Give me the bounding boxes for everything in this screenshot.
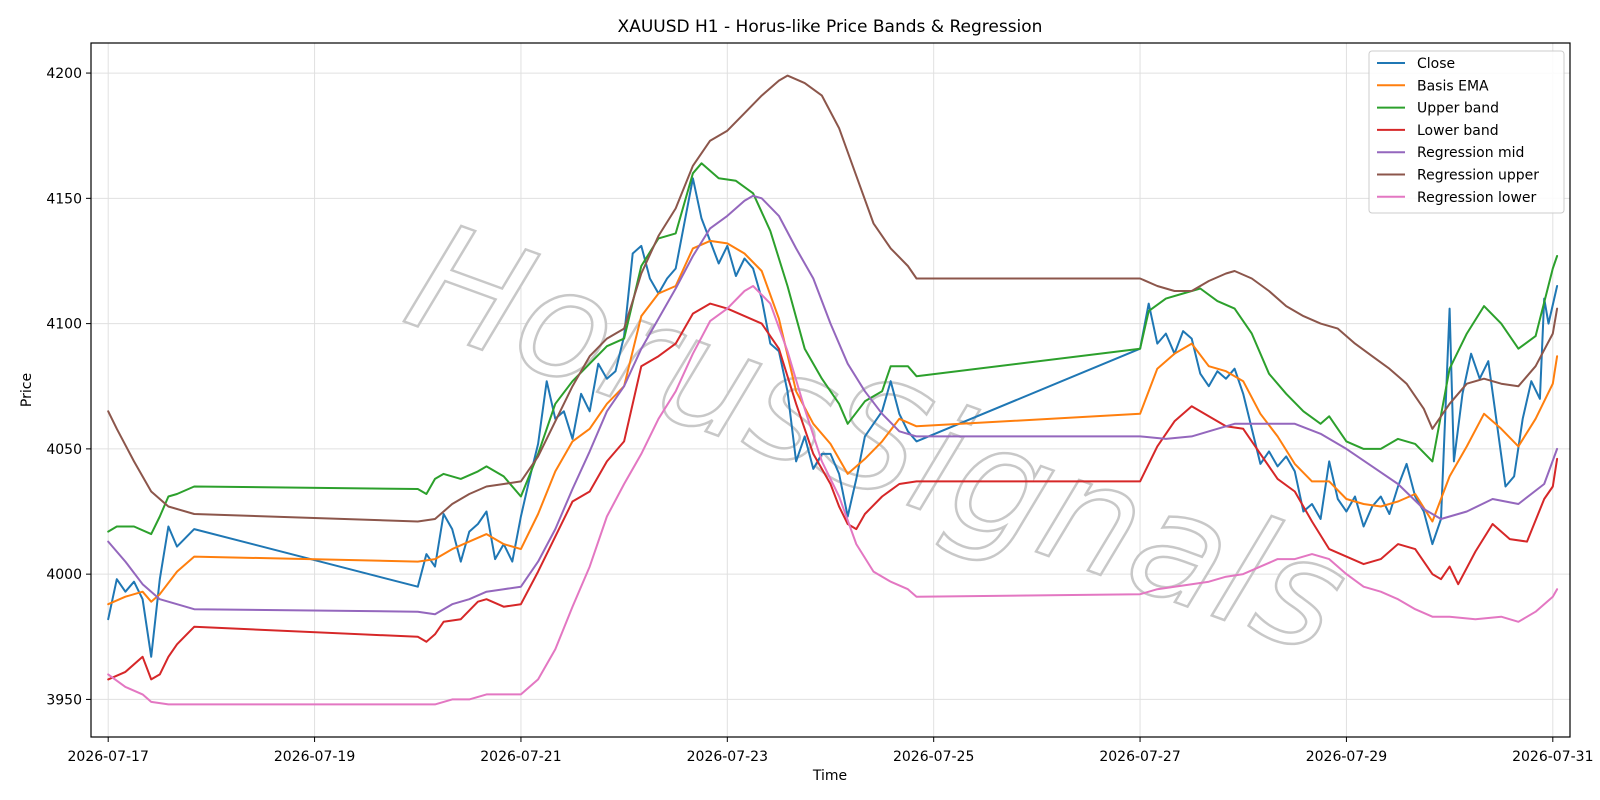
x-tick-label: 2026-07-21 bbox=[480, 749, 561, 765]
legend-label: Upper band bbox=[1417, 101, 1499, 117]
x-tick-label: 2026-07-25 bbox=[893, 749, 974, 765]
series-line-1 bbox=[107, 177, 1559, 658]
series-line-7 bbox=[107, 285, 1559, 706]
legend-label: Regression lower bbox=[1417, 190, 1537, 206]
series-line-3 bbox=[107, 162, 1559, 536]
y-tick-label: 4000 bbox=[46, 567, 82, 583]
legend-label: Basis EMA bbox=[1417, 78, 1489, 94]
series-line-5 bbox=[107, 194, 1559, 616]
y-tick-label: 4050 bbox=[46, 442, 82, 458]
grid bbox=[91, 43, 1570, 737]
x-tick-label: 2026-07-23 bbox=[687, 749, 768, 765]
legend-label: Lower band bbox=[1417, 123, 1499, 139]
y-tick-label: 4150 bbox=[46, 191, 82, 207]
x-tick-label: 2026-07-17 bbox=[68, 749, 149, 765]
y-tick-label: 3950 bbox=[46, 692, 82, 708]
chart-title: XAUUSD H1 - Horus-like Price Bands & Reg… bbox=[618, 17, 1043, 37]
series-line-6 bbox=[107, 74, 1559, 523]
legend-label: Regression upper bbox=[1417, 168, 1539, 184]
y-tick-label: 4200 bbox=[46, 66, 82, 82]
watermark: HorusSignals bbox=[386, 189, 1367, 690]
legend-box bbox=[1368, 50, 1565, 214]
x-tick-label: 2026-07-31 bbox=[1512, 749, 1593, 765]
series-line-2 bbox=[107, 239, 1559, 606]
x-axis: 2026-07-17 2026-07-19 2026-07-21 2026-07-23… bbox=[68, 737, 1593, 765]
legend: Close Basis EMA Upper band Lower band Regres… bbox=[1368, 50, 1565, 214]
x-tick-label: 2026-07-19 bbox=[274, 749, 355, 765]
series-layer bbox=[107, 74, 1559, 706]
x-axis-label: Time bbox=[812, 768, 847, 784]
series-line-4 bbox=[107, 302, 1559, 681]
x-tick-label: 2026-07-29 bbox=[1306, 749, 1387, 765]
y-tick-label: 4100 bbox=[46, 317, 82, 333]
legend-label: Close bbox=[1417, 56, 1455, 72]
watermark-text: HorusSignals bbox=[388, 190, 1367, 688]
x-tick-label: 2026-07-27 bbox=[1099, 749, 1180, 765]
legend-label: Regression mid bbox=[1417, 145, 1524, 161]
y-axis: 3950 4000 4050 4100 4150 4200 bbox=[46, 66, 91, 708]
plot-frame bbox=[90, 42, 1571, 738]
y-axis-label: Price bbox=[19, 373, 35, 407]
